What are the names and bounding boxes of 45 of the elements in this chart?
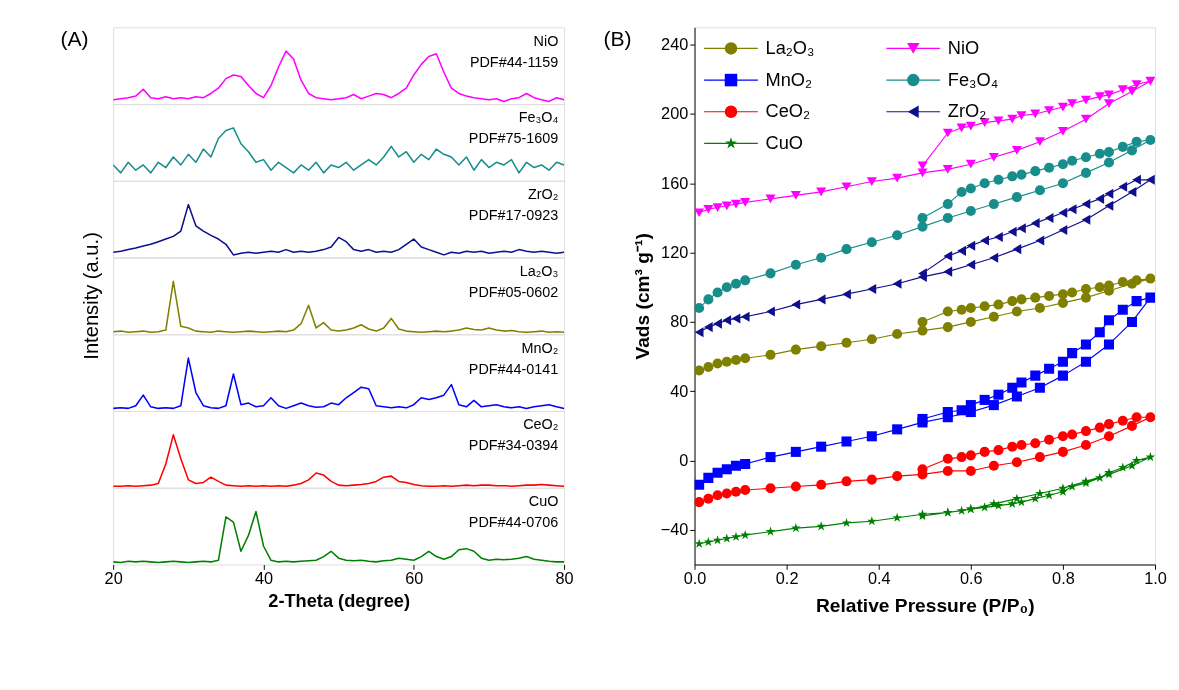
x-tick-label: 0.4 [867,569,891,588]
x-axis-title: Relative Pressure (P/P₀) [815,595,1035,617]
x-tick-label: 80 [555,569,574,588]
annotation: PDF#75-1609 [468,130,559,147]
y-tick-label: 160 [661,173,689,192]
annotation: PDF#17-0923 [468,207,559,224]
text: Fe₃O₄ [518,109,559,126]
legend-label: La₂O₃ [765,38,815,59]
y-tick-label: 40 [670,381,689,400]
legend-label: CuO [765,133,803,154]
y-tick-label: −40 [660,520,689,539]
text: La₂O₃ [519,262,559,279]
text: CeO₂ [523,416,559,433]
x-tick-label: 0.0 [683,569,707,588]
y-axis-title: Vads (cm³ g⁻¹) [632,233,654,360]
y-tick-label: 200 [661,104,689,123]
x-tick-label: 0.6 [959,569,983,588]
chart-title: (B) [603,26,632,50]
text: MnO₂ [521,339,559,356]
x-tick-label: 0.2 [775,569,799,588]
annotation: PDF#44-0706 [468,514,559,531]
legend-label: NiO [947,38,980,59]
x-tick-label: 0.8 [1052,569,1075,588]
text: CuO [528,493,559,510]
legend-label: CeO₂ [765,101,811,122]
annotation: PDF#05-0602 [468,283,559,300]
text: ZrO₂ [527,186,559,203]
chart-title: (A) [60,26,89,50]
x-axis-title: 2-Theta (degree) [268,591,410,612]
x-tick-label: 40 [254,569,274,588]
legend-label: ZrO₂ [947,101,987,122]
y-tick-label: 0 [679,450,689,469]
y-tick-label: 120 [661,242,689,261]
annotation: PDF#44-1159 [469,53,559,70]
y-tick-label: 80 [670,312,689,331]
legend-label: MnO₂ [765,69,813,90]
y-axis-title: Intensity (a.u.) [79,232,102,360]
y-tick-label: 240 [661,34,689,53]
x-tick-label: 20 [104,569,123,588]
x-tick-label: 1.0 [1144,569,1167,588]
text: NiO [533,32,559,49]
x-tick-label: 60 [405,569,424,588]
annotation: PDF#44-0141 [468,360,559,377]
annotation: PDF#34-0394 [468,437,559,454]
legend-label: Fe₃O₄ [947,69,999,90]
